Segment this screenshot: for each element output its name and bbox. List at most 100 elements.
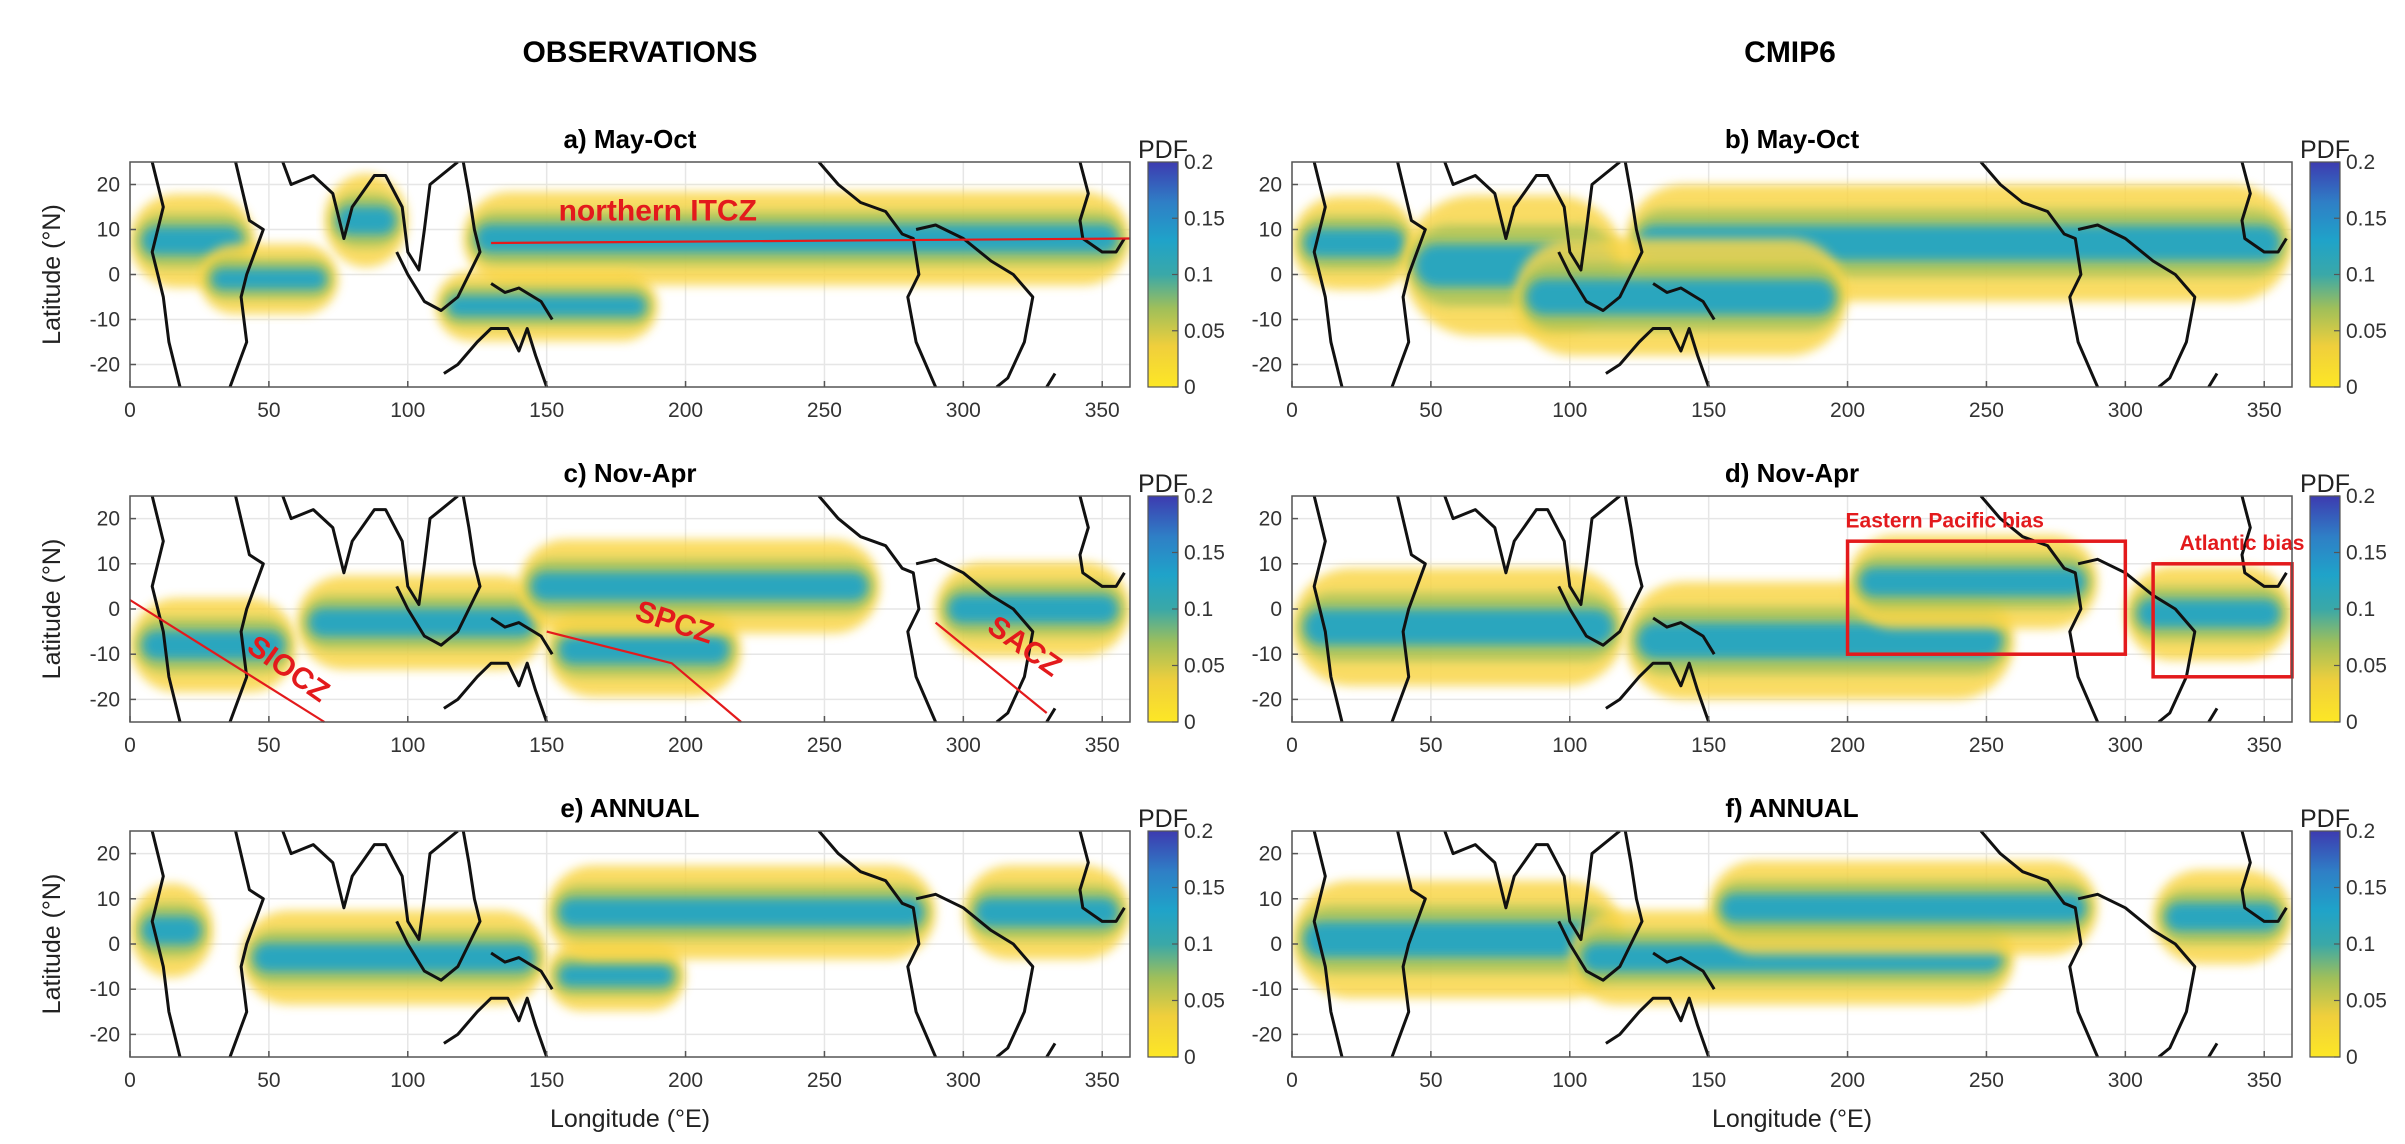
coastline bbox=[817, 496, 937, 722]
colorbar-tick-label: 0 bbox=[1184, 1046, 1196, 1069]
y-tick-label: 0 bbox=[108, 933, 120, 956]
panel-title: c) Nov-Apr bbox=[564, 458, 697, 488]
x-tick-label: 300 bbox=[946, 1069, 981, 1092]
colorbar-tick-label: 0.2 bbox=[1184, 485, 1213, 508]
y-tick-label: 10 bbox=[1259, 219, 1282, 242]
x-tick-label: 0 bbox=[1286, 1069, 1298, 1092]
coastline bbox=[281, 831, 459, 941]
y-tick-label: -20 bbox=[90, 1023, 120, 1046]
colorbar-tick-label: 0.1 bbox=[2346, 264, 2375, 287]
x-tick-label: 150 bbox=[529, 399, 564, 422]
y-tick-label: 10 bbox=[97, 888, 120, 911]
coastline bbox=[150, 496, 182, 722]
coastlines bbox=[1312, 831, 2288, 1057]
x-tick-label: 300 bbox=[2108, 734, 2143, 757]
panel-title: f) ANNUAL bbox=[1725, 793, 1858, 823]
y-axis-label: Latitude (°N) bbox=[38, 539, 66, 680]
annotation-label: Eastern Pacific bias bbox=[1846, 510, 2044, 533]
coastline bbox=[1557, 496, 1644, 647]
coastline bbox=[1605, 996, 1711, 1057]
colorbar-tick-label: 0.05 bbox=[2346, 320, 2387, 343]
pdf-band-core bbox=[530, 571, 868, 601]
coastline bbox=[1045, 1042, 1057, 1057]
panel-title: a) May-Oct bbox=[564, 124, 697, 154]
x-tick-label: 250 bbox=[807, 1069, 842, 1092]
pdf-band-core bbox=[558, 964, 674, 987]
colorbar-label: PDF bbox=[2300, 136, 2350, 164]
y-tick-label: -10 bbox=[1252, 978, 1282, 1001]
panel-title: d) Nov-Apr bbox=[1725, 458, 1859, 488]
coastline bbox=[1557, 162, 1644, 312]
colorbar-tick-label: 0.05 bbox=[1184, 655, 1225, 678]
coastlines bbox=[1312, 162, 2288, 387]
coastline bbox=[1979, 831, 2099, 1057]
pdf-band-core bbox=[211, 268, 327, 290]
x-tick-label: 350 bbox=[1085, 399, 1120, 422]
x-tick-label: 0 bbox=[124, 399, 136, 422]
coastline bbox=[395, 496, 482, 647]
coastline bbox=[2240, 162, 2288, 254]
coastline bbox=[228, 831, 265, 1057]
x-tick-label: 50 bbox=[257, 399, 280, 422]
x-axis-label: Longitude (°E) bbox=[1712, 1105, 1872, 1133]
colorbar-tick-label: 0.15 bbox=[2346, 207, 2387, 230]
colorbar-tick-label: 0 bbox=[2346, 376, 2358, 399]
y-tick-label: 10 bbox=[1259, 888, 1282, 911]
annotation-label: northern ITCZ bbox=[559, 195, 757, 228]
coastline bbox=[1390, 496, 1427, 722]
x-tick-label: 350 bbox=[2247, 1069, 2282, 1092]
annotation-line bbox=[491, 237, 1131, 245]
x-tick-label: 200 bbox=[668, 399, 703, 422]
coastlines bbox=[150, 831, 1126, 1057]
coastline bbox=[2077, 223, 2197, 387]
coastline bbox=[1443, 162, 1621, 272]
column-title-cmip6: CMIP6 bbox=[1744, 36, 1836, 69]
x-tick-label: 300 bbox=[2108, 1069, 2143, 1092]
colorbar-tick-label: 0 bbox=[1184, 376, 1196, 399]
coastlines bbox=[150, 496, 1126, 722]
colorbar-tick-label: 0.2 bbox=[1184, 151, 1213, 174]
annotation-line bbox=[129, 599, 325, 723]
y-tick-label: 20 bbox=[97, 508, 120, 531]
pdf-band-core bbox=[2137, 599, 2280, 628]
x-tick-label: 200 bbox=[1830, 734, 1865, 757]
colorbar-label: PDF bbox=[2300, 805, 2350, 833]
coastline bbox=[443, 327, 549, 387]
x-tick-label: 300 bbox=[2108, 399, 2143, 422]
y-tick-label: -20 bbox=[1252, 688, 1282, 711]
x-tick-label: 200 bbox=[1830, 1069, 1865, 1092]
annotation-line bbox=[546, 630, 742, 723]
x-tick-label: 50 bbox=[257, 1069, 280, 1092]
x-tick-label: 350 bbox=[1085, 1069, 1120, 1092]
coastline bbox=[1652, 282, 1716, 321]
x-tick-label: 250 bbox=[807, 399, 842, 422]
pdf-field bbox=[1292, 534, 2292, 700]
pdf-band-core bbox=[142, 226, 243, 256]
colorbar-label: PDF bbox=[1138, 805, 1188, 833]
y-tick-label: 10 bbox=[97, 553, 120, 576]
colorbar-tick-label: 0 bbox=[1184, 711, 1196, 734]
pdf-band-core bbox=[1304, 609, 1614, 646]
pdf-band-core bbox=[475, 224, 1118, 253]
y-tick-label: -10 bbox=[90, 643, 120, 666]
pdf-field bbox=[130, 173, 1130, 342]
colorbar-tick-label: 0.1 bbox=[1184, 264, 1213, 287]
x-tick-label: 50 bbox=[257, 734, 280, 757]
x-tick-label: 250 bbox=[1969, 734, 2004, 757]
coastline bbox=[1557, 831, 1644, 982]
coastline bbox=[2240, 496, 2288, 588]
pdf-band-core bbox=[1304, 228, 1405, 258]
coastline bbox=[2240, 831, 2288, 923]
column-title-observations: OBSERVATIONS bbox=[522, 36, 757, 69]
coastline bbox=[915, 223, 1035, 387]
annotations: Eastern Pacific bias Atlantic bias bbox=[1846, 510, 2304, 679]
coastline bbox=[228, 496, 265, 722]
annotations: northern ITCZ bbox=[491, 195, 1131, 245]
x-tick-label: 50 bbox=[1419, 1069, 1442, 1092]
